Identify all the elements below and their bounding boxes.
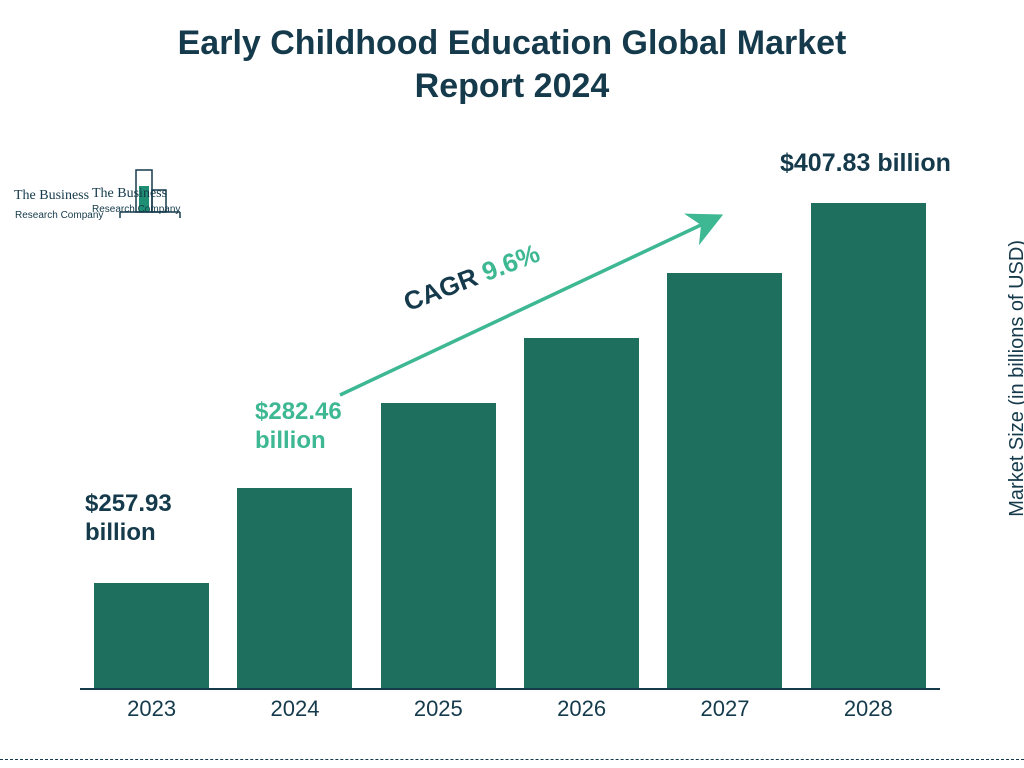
bar [667, 273, 782, 688]
bar [381, 403, 496, 688]
chart-title: Early Childhood Education Global Market … [0, 22, 1024, 107]
x-axis-category: 2025 [371, 696, 506, 722]
x-axis-labels: 2023 2024 2025 2026 2027 2028 [80, 696, 940, 722]
bar-slot [801, 203, 936, 688]
value-label: $407.83 billion [780, 148, 951, 178]
bar [94, 583, 209, 688]
x-axis-category: 2027 [657, 696, 792, 722]
x-axis-category: 2026 [514, 696, 649, 722]
bar-slot [371, 403, 506, 688]
bar [811, 203, 926, 688]
bar-slot [227, 488, 362, 688]
value-label: $282.46billion [255, 398, 342, 456]
bar-slot [514, 338, 649, 688]
x-axis-category: 2023 [84, 696, 219, 722]
bar [237, 488, 352, 688]
y-axis-label: Market Size (in billions of USD) [1006, 240, 1024, 517]
title-line2: Report 2024 [415, 67, 610, 105]
x-axis-category: 2028 [801, 696, 936, 722]
value-label: $257.93billion [85, 490, 172, 548]
x-axis [80, 688, 940, 690]
bottom-divider [0, 759, 1024, 760]
title-line1: Early Childhood Education Global Market [178, 24, 847, 62]
bar [524, 338, 639, 688]
bar-slot [657, 273, 792, 688]
bar-slot [84, 583, 219, 688]
x-axis-category: 2024 [227, 696, 362, 722]
